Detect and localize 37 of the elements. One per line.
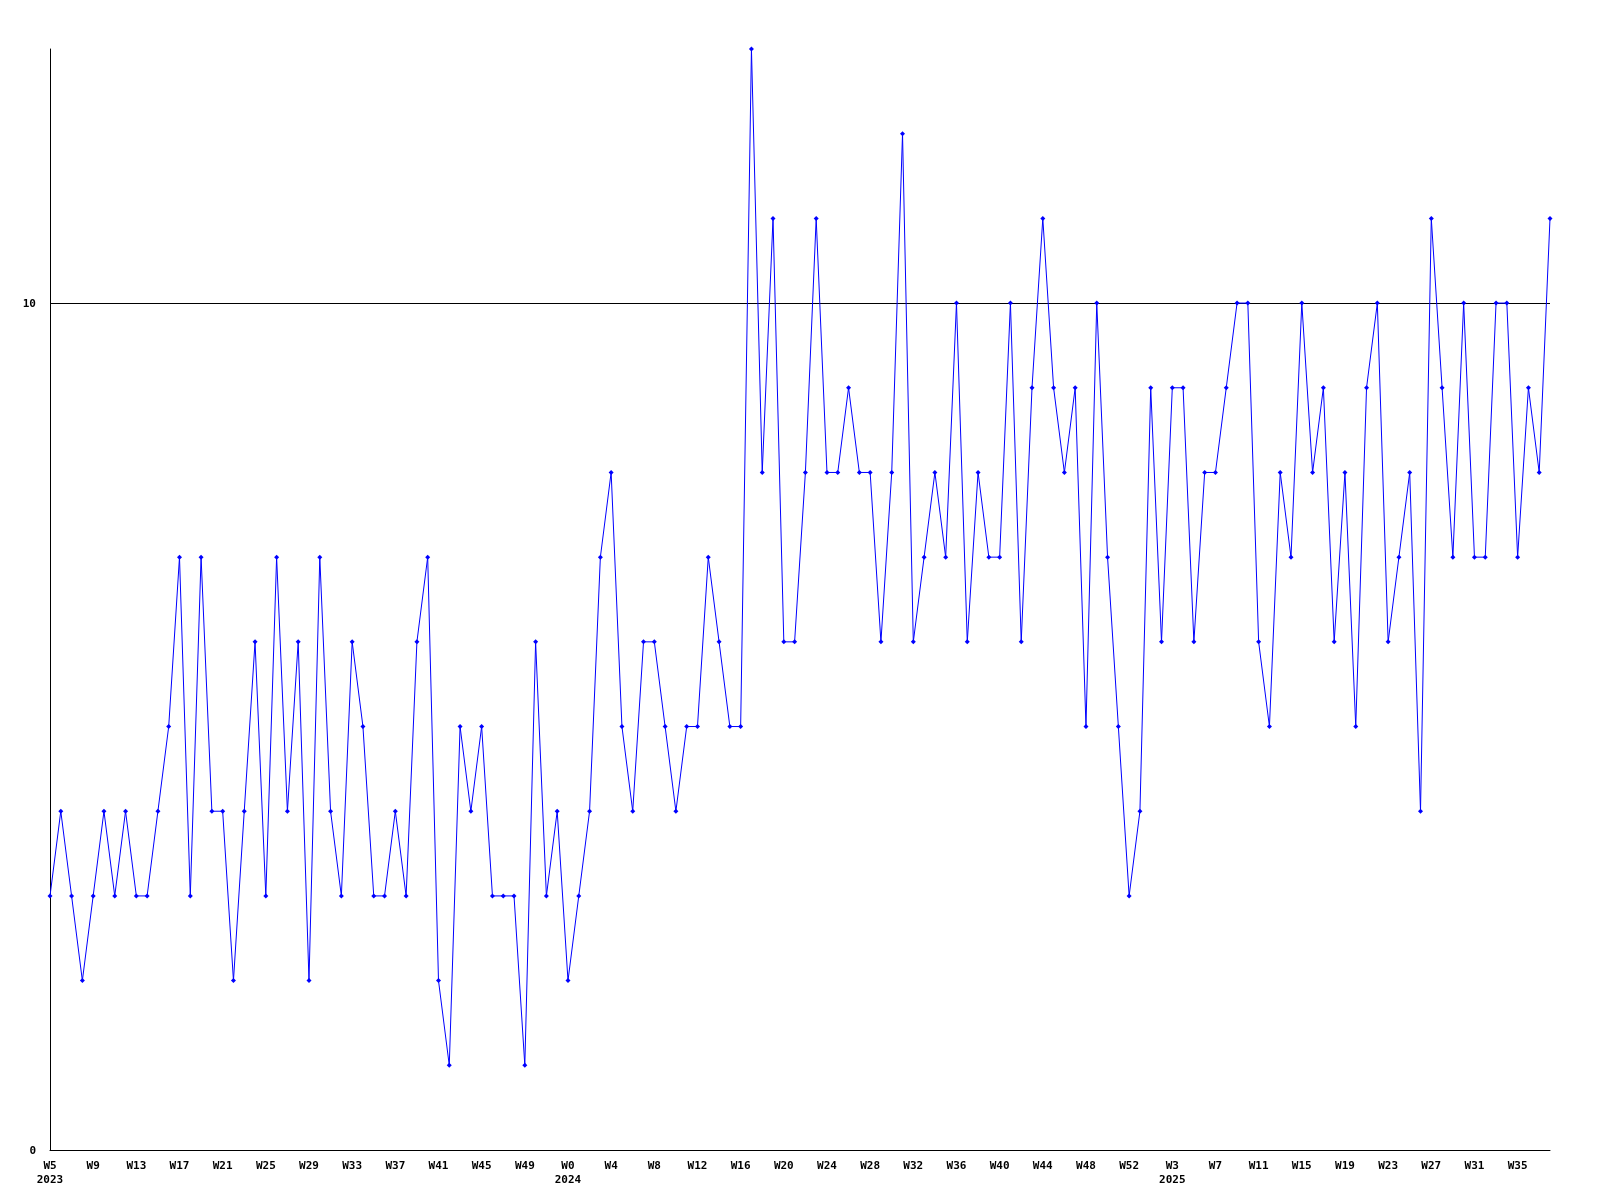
x-tick-label: W45 (471, 1158, 492, 1172)
x-tick-label: W40 (989, 1158, 1010, 1172)
y-tick-label: 0 (29, 1143, 36, 1157)
x-tick-label: W13 (126, 1158, 147, 1172)
x-tick-label: W31 (1464, 1158, 1485, 1172)
x-tick-label: W44 (1032, 1158, 1054, 1172)
y-tick-label: 10 (22, 296, 36, 310)
x-tick-label: W20 (773, 1158, 794, 1172)
x-tick-label: W12 (687, 1158, 708, 1172)
x-tick-label: W19 (1335, 1158, 1355, 1172)
x-tick-label: W49 (514, 1158, 535, 1172)
x-tick-label: W7 (1208, 1158, 1223, 1172)
x-tick-label: W48 (1076, 1158, 1096, 1172)
x-tick-label: W0 2024 (554, 1158, 582, 1186)
x-tick-label: W52 (1119, 1158, 1140, 1172)
x-tick-label: W41 (428, 1158, 449, 1172)
x-tick-label: W16 (730, 1158, 751, 1172)
x-tick-label: W27 (1421, 1158, 1442, 1172)
x-tick-label: W17 (169, 1158, 190, 1172)
x-tick-label: W29 (299, 1158, 319, 1172)
x-tick-label: W11 (1248, 1158, 1269, 1172)
x-tick-label: W23 (1378, 1158, 1399, 1172)
x-tick-label: W37 (385, 1158, 406, 1172)
x-tick-label: W33 (342, 1158, 363, 1172)
x-tick-label: W8 (647, 1158, 661, 1172)
x-tick-label: W5 2023 (36, 1158, 64, 1186)
x-tick-label: W36 (946, 1158, 967, 1172)
x-tick-label: W9 (86, 1158, 100, 1172)
x-tick-label: W15 (1291, 1158, 1312, 1172)
x-tick-label: W32 (903, 1158, 924, 1172)
x-tick-label: W3 2025 (1159, 1158, 1186, 1186)
x-tick-label: W25 (255, 1158, 276, 1172)
x-tick-label: W24 (817, 1158, 838, 1172)
x-tick-label: W35 (1507, 1158, 1528, 1172)
x-tick-label: W28 (860, 1158, 881, 1172)
x-tick-label: W21 (212, 1158, 233, 1172)
x-tick-label: W4 (604, 1158, 619, 1172)
